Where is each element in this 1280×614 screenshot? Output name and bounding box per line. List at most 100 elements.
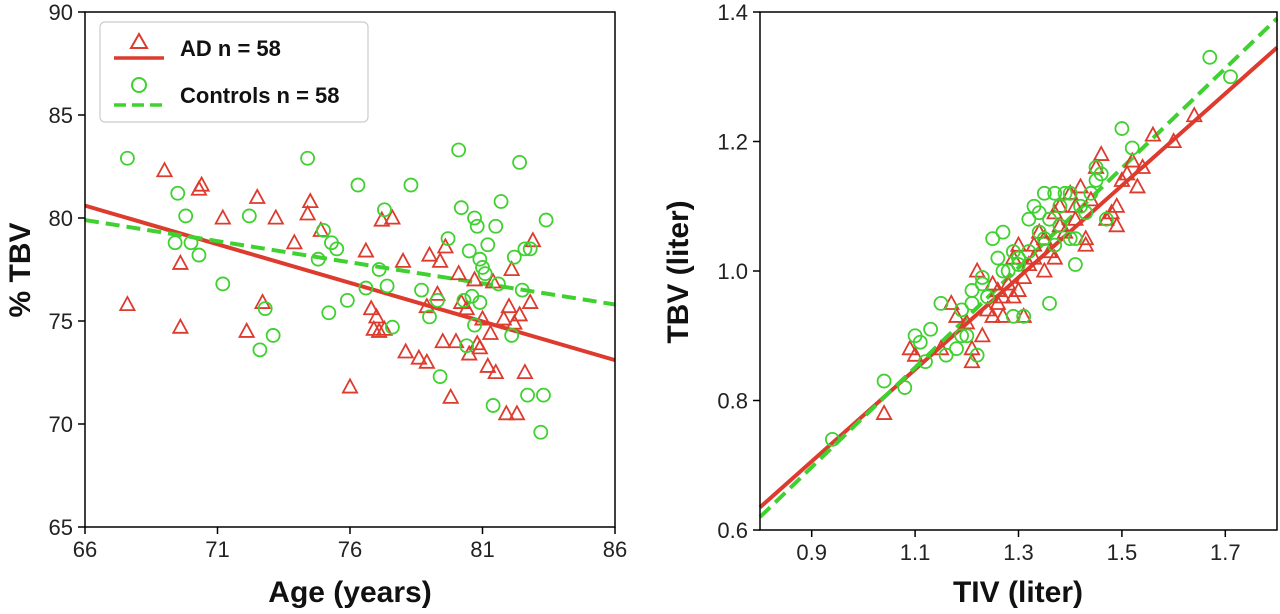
right-ad-point <box>1046 248 1064 265</box>
left-y-ticks: 65 70 75 80 85 90 <box>49 0 85 540</box>
right-control-point <box>1078 205 1094 221</box>
right-y-ticks: 0.6 0.8 1.0 1.2 1.4 <box>717 0 760 543</box>
right-y-tick-label: 1.0 <box>717 259 748 284</box>
right-control-point <box>1098 211 1114 227</box>
left-ad-point <box>508 404 526 421</box>
right-control-point <box>1067 231 1083 247</box>
age-scatter-panel: 66 71 76 81 86 65 70 75 80 85 90 Age (years) % TB… <box>4 0 627 609</box>
left-ad-point <box>192 175 211 192</box>
left-control-point <box>514 282 530 298</box>
left-fit-line-ad <box>84 203 616 363</box>
left-y-tick-label: 85 <box>49 103 73 128</box>
right-ad-point <box>973 326 991 343</box>
right-ad-point <box>1035 261 1053 278</box>
right-ad-point <box>999 274 1017 291</box>
left-control-point <box>191 247 207 263</box>
left-control-point <box>384 319 400 335</box>
left-ad-point <box>267 208 285 225</box>
legend-box <box>99 21 369 123</box>
left-control-point <box>480 237 496 253</box>
right-control-point <box>1036 185 1052 201</box>
right-y-tick-label: 1.2 <box>717 130 748 155</box>
right-ad-point <box>1164 132 1183 149</box>
left-ad-point <box>465 270 484 287</box>
right-control-point <box>1031 205 1047 221</box>
legend: AD n = 58 Controls n = 58 <box>99 21 369 123</box>
right-control-point <box>938 347 954 363</box>
left-control-point <box>493 194 509 209</box>
left-ad-point <box>410 348 428 365</box>
left-control-point <box>506 249 522 265</box>
right-control-point <box>959 328 975 344</box>
left-control-point <box>485 398 501 413</box>
left-control-point <box>538 212 554 228</box>
left-ad-point <box>367 307 386 324</box>
right-control-point <box>876 373 892 389</box>
left-ad-point <box>450 264 468 281</box>
right-y-tick-label: 0.6 <box>717 518 748 543</box>
right-control-point <box>1124 140 1140 156</box>
left-control-point <box>120 150 135 166</box>
right-ad-point <box>1004 287 1022 304</box>
left-control-point <box>310 251 326 267</box>
left-control-point <box>241 208 257 224</box>
right-control-point <box>1047 237 1063 253</box>
left-ad-point <box>362 299 380 316</box>
left-ad-point <box>418 297 436 314</box>
right-ad-point <box>1133 158 1152 174</box>
left-control-point <box>321 305 337 321</box>
right-control-point <box>969 347 985 363</box>
right-ad-point <box>994 287 1012 304</box>
left-x-axis-label: Age (years) <box>268 576 431 609</box>
tiv-scatter-panel: 0.9 1.1 1.3 1.5 1.7 0.6 0.8 1.0 1.2 1.4 TIV (lit… <box>662 0 1279 609</box>
left-control-point <box>536 387 551 403</box>
left-ad-point <box>373 210 391 227</box>
right-ad-point <box>1092 145 1110 161</box>
right-control-point <box>824 431 840 447</box>
right-control-point <box>897 380 913 395</box>
right-control-point <box>974 276 990 292</box>
left-x-tick-label: 71 <box>205 537 229 562</box>
left-ad-point <box>497 404 515 421</box>
left-control-point <box>467 210 482 226</box>
left-x-tick-label: 81 <box>470 537 494 562</box>
left-ad-point <box>238 321 256 338</box>
left-control-point <box>488 218 504 234</box>
left-ad-point <box>370 321 388 338</box>
left-control-point <box>414 282 429 298</box>
left-ad-point <box>397 342 415 359</box>
right-control-point <box>1005 308 1021 324</box>
left-ad-point <box>495 309 513 326</box>
right-control-point <box>1202 49 1218 65</box>
right-ad-point <box>901 339 919 356</box>
right-y-tick-label: 1.4 <box>717 0 748 25</box>
right-fit-line-ad <box>758 46 1279 509</box>
left-ad-point <box>503 260 521 277</box>
right-control-point <box>980 289 995 305</box>
right-control-point <box>1005 244 1021 259</box>
right-ad-point <box>1071 177 1090 194</box>
right-control-point <box>990 250 1006 266</box>
legend-controls-label: Controls n = 58 <box>180 83 340 108</box>
right-control-point <box>1011 257 1026 272</box>
left-control-point <box>522 241 538 257</box>
right-control-point <box>1042 295 1057 311</box>
right-data-points <box>824 49 1238 447</box>
left-control-point <box>533 424 549 440</box>
left-ad-point <box>301 192 319 209</box>
left-control-point <box>469 218 485 234</box>
right-control-point <box>933 295 949 311</box>
right-control-point <box>1052 198 1068 214</box>
left-ad-point <box>298 204 317 221</box>
left-y-tick-label: 80 <box>49 206 73 231</box>
right-control-point <box>1000 263 1016 279</box>
left-control-point <box>459 338 475 354</box>
right-ad-point <box>1066 209 1085 226</box>
left-control-point <box>520 387 535 403</box>
right-control-point <box>1036 231 1052 247</box>
right-control-point <box>1093 166 1109 182</box>
left-ad-point <box>341 377 359 394</box>
left-control-point <box>477 266 493 282</box>
left-control-point <box>453 200 469 216</box>
